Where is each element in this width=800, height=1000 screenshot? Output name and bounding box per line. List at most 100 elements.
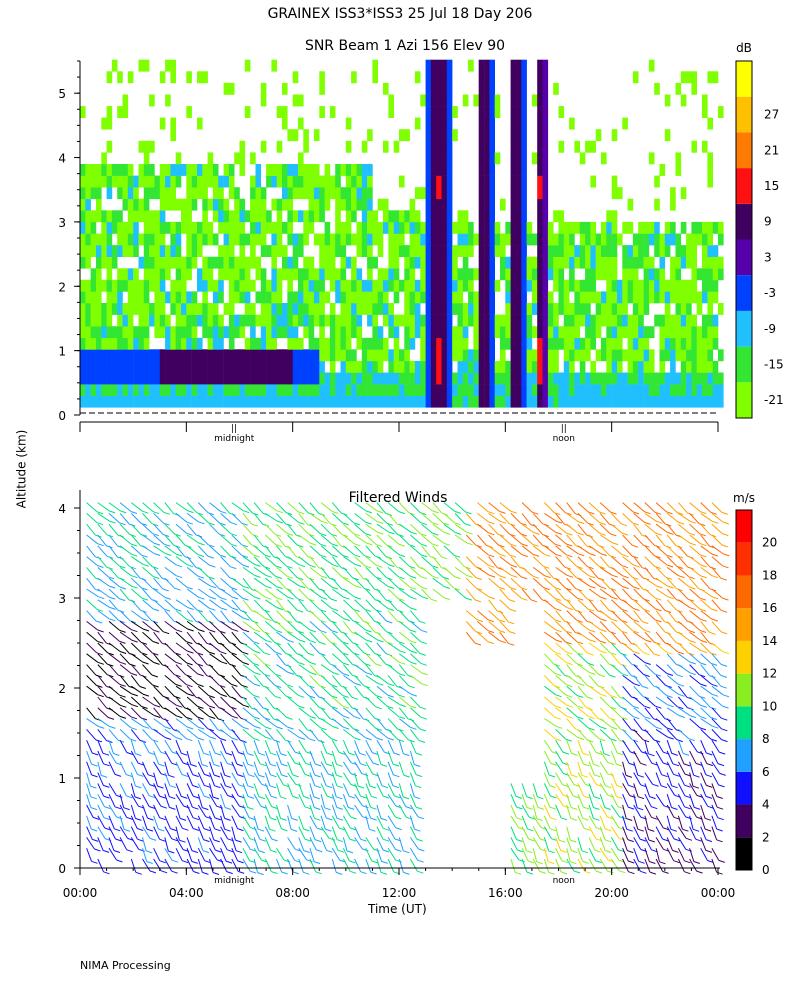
wind-barb (543, 826, 552, 839)
wind-barb-flag (326, 763, 333, 767)
wind-barb-flag (342, 662, 350, 666)
wind-barb (175, 729, 187, 740)
wind-barb-flag (269, 785, 277, 789)
snr-cell (111, 210, 118, 223)
wind-barb-flag (319, 652, 326, 656)
wind-barb-flag (321, 596, 328, 600)
snr-cell (521, 152, 527, 165)
snr-cell (436, 360, 442, 373)
snr-cell (282, 268, 288, 281)
snr-cell (441, 245, 448, 257)
wind-barb-flag (92, 838, 99, 842)
snr-cell (489, 71, 495, 84)
wind-barb-flag (588, 575, 596, 579)
snr-cell (441, 82, 448, 95)
wind-barb (220, 513, 232, 524)
snr-cell (670, 384, 676, 396)
snr-cell (154, 210, 160, 223)
wind-barb (555, 588, 566, 600)
snr-cell (521, 395, 527, 408)
wind-barb (555, 653, 567, 663)
snr-cell (282, 326, 288, 339)
snr-cell (505, 384, 511, 396)
snr-cell (659, 337, 666, 350)
wind-barb (197, 804, 207, 818)
snr-cell (457, 210, 464, 223)
wind-barb-flag (558, 839, 566, 843)
snr-cell (542, 210, 549, 223)
wind-barb-flag (625, 774, 633, 778)
wind-barb (611, 513, 622, 525)
snr-midnight-marker: || (231, 424, 237, 434)
snr-cell (143, 233, 150, 246)
wind-barb (153, 728, 166, 738)
wind-barb (566, 848, 571, 862)
wind-barb-flag (130, 716, 138, 720)
snr-cell (526, 337, 533, 350)
snr-cell (197, 314, 203, 327)
wind-barb (510, 815, 519, 828)
snr-cell (654, 198, 660, 211)
snr-cell (500, 349, 506, 362)
wind-barb (566, 610, 578, 621)
wind-barb-flag (331, 684, 338, 688)
wind-barb (432, 577, 445, 587)
snr-cell (446, 349, 453, 362)
wind-barb-flag (320, 727, 327, 731)
wind-barb (175, 653, 187, 664)
snr-cell (313, 279, 320, 292)
wind-barb (499, 631, 509, 644)
wind-barb (231, 837, 237, 851)
wind-barb (499, 621, 510, 632)
wind-barb-flag (119, 629, 126, 633)
wind-barb-flag (562, 784, 569, 788)
snr-cell (590, 326, 596, 339)
snr-cell (691, 395, 697, 408)
wind-barb (197, 783, 205, 797)
wind-barb-flag (536, 861, 543, 865)
wind-barb (331, 513, 343, 524)
snr-cell (260, 326, 267, 339)
snr-cell (367, 268, 373, 281)
snr-cell (430, 326, 437, 339)
wind-barb-flag (632, 511, 640, 515)
wind-barb (588, 534, 599, 546)
snr-cell (117, 384, 123, 396)
wind-barb-flag (420, 662, 427, 666)
wind-barb (186, 545, 199, 555)
snr-cell (627, 360, 634, 373)
snr-cell (425, 384, 432, 396)
snr-cell (372, 337, 378, 350)
snr-cell (377, 221, 384, 234)
snr-colorbar-label: -15 (764, 357, 784, 371)
wind-barb-flag (287, 575, 294, 579)
wind-barb-flag (380, 763, 388, 767)
wind-barb (242, 804, 250, 818)
snr-cell (516, 71, 522, 84)
wind-barb (521, 804, 530, 818)
snr-cell (542, 94, 549, 107)
wind-barb (354, 793, 363, 807)
snr-cell (367, 256, 373, 269)
wind-barb-flag (159, 795, 166, 799)
wind-barb (599, 523, 611, 535)
wind-barb (86, 631, 98, 642)
wind-barb (209, 804, 216, 819)
wind-barb (343, 631, 353, 644)
snr-cell (260, 268, 267, 281)
snr-colorbar-label: -3 (764, 286, 776, 300)
wind-barb-flag (395, 848, 402, 852)
wind-barb (376, 502, 387, 514)
snr-cell (250, 360, 256, 373)
snr-cell (335, 268, 341, 281)
wind-barb-flag (386, 577, 393, 581)
wind-barb (86, 804, 94, 818)
wind-barb-flag (198, 542, 205, 546)
wind-barb-flag (264, 554, 271, 558)
snr-cell (324, 314, 331, 327)
snr-cell (186, 268, 192, 281)
snr-cell (393, 279, 400, 292)
wind-barb (622, 642, 634, 653)
snr-cell (197, 268, 203, 281)
wind-barb (298, 761, 306, 775)
